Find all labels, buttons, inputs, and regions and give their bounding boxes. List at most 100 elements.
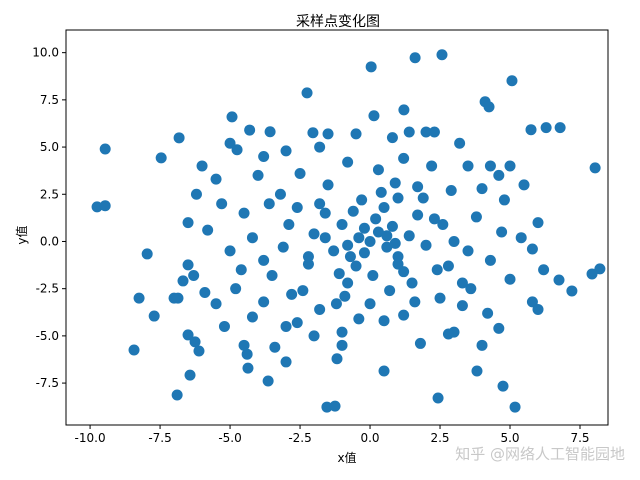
scatter-point xyxy=(342,277,354,289)
scatter-point xyxy=(168,292,180,304)
scatter-point xyxy=(218,320,230,332)
scatter-point xyxy=(386,132,398,144)
x-tick-label: 2.5 xyxy=(430,431,449,445)
scatter-point xyxy=(504,273,516,285)
x-tick-label: 7.5 xyxy=(570,431,589,445)
scatter-point xyxy=(498,194,510,206)
x-tick-label: -7.5 xyxy=(148,431,171,445)
scatter-point xyxy=(182,329,194,341)
scatter-point xyxy=(336,326,348,338)
scatter-point xyxy=(266,269,278,281)
scatter-point xyxy=(375,186,387,198)
scatter-point xyxy=(342,239,354,251)
y-tick-label: -2.5 xyxy=(36,282,59,296)
scatter-point xyxy=(367,269,379,281)
scatter-point xyxy=(350,128,362,140)
scatter-point xyxy=(448,235,460,247)
y-tick-label: 2.5 xyxy=(40,187,59,201)
scatter-point xyxy=(470,211,482,223)
scatter-point xyxy=(171,389,183,401)
scatter-point xyxy=(210,298,222,310)
scatter-point xyxy=(238,207,250,219)
scatter-point xyxy=(242,362,254,374)
scatter-point xyxy=(504,160,516,172)
scatter-point xyxy=(420,239,432,251)
scatter-point xyxy=(372,164,384,176)
scatter-point xyxy=(586,268,598,280)
scatter-point xyxy=(456,277,468,289)
scatter-point xyxy=(308,330,320,342)
scatter-point xyxy=(350,260,362,272)
scatter-point xyxy=(202,224,214,236)
scatter-point xyxy=(428,126,440,138)
scatter-point xyxy=(381,230,393,242)
scatter-point xyxy=(409,296,421,308)
scatter-point xyxy=(515,232,527,244)
scatter-point xyxy=(420,126,432,138)
scatter-point xyxy=(462,245,474,257)
scatter-point xyxy=(333,268,345,280)
scatter-point xyxy=(392,258,404,270)
scatter-point xyxy=(540,122,552,134)
x-tick-label: -5.0 xyxy=(218,431,241,445)
scatter-point xyxy=(426,160,438,172)
scatter-point xyxy=(412,181,424,193)
scatter-point xyxy=(406,277,418,289)
scatter-point xyxy=(356,194,368,206)
scatter-point xyxy=(434,292,446,304)
scatter-point xyxy=(301,87,313,99)
scatter-point xyxy=(258,151,270,163)
x-tick-label: -10.0 xyxy=(75,431,106,445)
x-axis-label: x值 xyxy=(337,450,356,465)
scatter-point xyxy=(344,251,356,263)
scatter-point xyxy=(182,259,194,271)
scatter-point xyxy=(431,264,443,276)
scatter-point xyxy=(302,251,314,263)
scatter-point xyxy=(445,184,457,196)
scatter-point xyxy=(199,286,211,298)
scatter-point xyxy=(262,375,274,387)
scatter-point xyxy=(384,285,396,297)
scatter-point xyxy=(553,274,565,286)
scatter-point xyxy=(322,179,334,191)
scatter-point xyxy=(364,235,376,247)
scatter-point xyxy=(386,220,398,232)
scatter-point xyxy=(210,173,222,185)
scatter-point xyxy=(307,127,319,139)
scatter-point xyxy=(526,243,538,255)
y-tick-label: -5.0 xyxy=(36,329,59,343)
scatter-point xyxy=(322,128,334,140)
scatter-point xyxy=(342,156,354,168)
scatter-point xyxy=(224,245,236,257)
scatter-point xyxy=(476,339,488,351)
scatter-point xyxy=(336,339,348,351)
scatter-point xyxy=(241,348,253,360)
watermark: 知乎 @网络人工智能园地 xyxy=(455,445,625,463)
scatter-point xyxy=(538,264,550,276)
scatter-point xyxy=(465,283,477,295)
y-tick-label: 10.0 xyxy=(32,46,59,60)
scatter-point xyxy=(358,247,370,259)
scatter-point xyxy=(353,232,365,244)
scatter-point xyxy=(471,365,483,377)
scatter-point xyxy=(286,288,298,300)
scatter-point xyxy=(190,188,202,200)
scatter-point xyxy=(532,217,544,229)
y-tick-label: 7.5 xyxy=(40,93,59,107)
scatter-point xyxy=(497,380,509,392)
scatter-point xyxy=(264,126,276,138)
scatter-point xyxy=(532,303,544,315)
scatter-point xyxy=(365,61,377,73)
scatter-point xyxy=(246,232,258,244)
scatter-point xyxy=(246,311,258,323)
scatter-point xyxy=(252,169,264,181)
scatter-point xyxy=(302,258,314,270)
scatter-point xyxy=(188,269,200,281)
scatter-point xyxy=(274,188,286,200)
x-tick-label: 5.0 xyxy=(500,431,519,445)
y-tick-label: 0.0 xyxy=(40,234,59,248)
scatter-point xyxy=(482,307,494,319)
